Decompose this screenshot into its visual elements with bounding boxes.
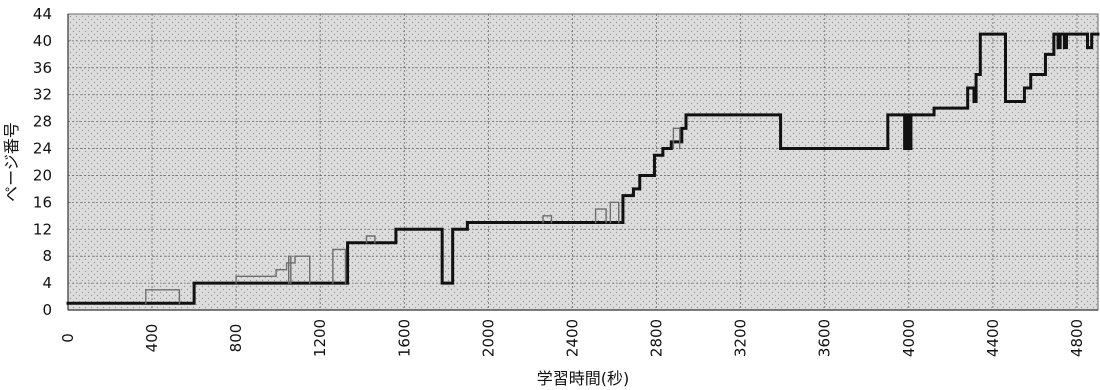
x-tick-label: 3200 [732,319,750,357]
y-tick-label: 12 [33,220,52,238]
secondary-series-line [145,289,181,304]
y-tick-label: 28 [33,113,52,131]
x-tick-label: 400 [143,324,161,353]
label-layer: 0 4 8 12 16 20 24 28 32 36 40 44 0 400 800 1200 1600 2000… [2,5,1086,388]
main-series-line [66,32,1100,305]
secondary-series-line [288,255,292,284]
x-tick-label: 800 [227,324,245,353]
x-tick-label: 2400 [563,319,581,357]
y-tick-label: 32 [33,86,52,104]
x-tick-label: 3600 [816,319,834,357]
y-tick-label: 44 [33,5,52,23]
y-tick-label: 20 [33,166,52,184]
x-tick-label: 2000 [479,319,497,357]
y-tick-label: 24 [33,140,52,158]
secondary-series-line [542,215,553,224]
y-axis-title: ページ番号 [2,122,21,202]
secondary-series-line [594,208,607,224]
x-tick-label: 1600 [395,319,413,357]
secondary-series-line [609,201,620,224]
x-tick-label: 4400 [984,319,1002,357]
x-tick-label: 4800 [1068,319,1086,357]
plot-layer [66,13,1100,311]
secondary-series-line [672,127,681,150]
x-tick-label: 4000 [900,319,918,357]
x-tick-label: 1200 [311,319,329,357]
x-tick-label: 2800 [648,319,666,357]
x-tick-label: 0 [59,333,77,343]
secondary-series-line [332,248,347,284]
y-tick-label: 8 [42,247,52,265]
y-tick-label: 40 [33,32,52,50]
y-tick-label: 4 [42,274,52,292]
plot-background [67,13,1099,311]
x-axis-title: 学習時間(秒) [537,369,630,388]
secondary-series-line [365,235,376,244]
y-tick-label: 0 [42,301,52,319]
y-tick-label: 16 [33,193,52,211]
secondary-series-line [235,255,311,284]
y-tick-label: 36 [33,59,52,77]
